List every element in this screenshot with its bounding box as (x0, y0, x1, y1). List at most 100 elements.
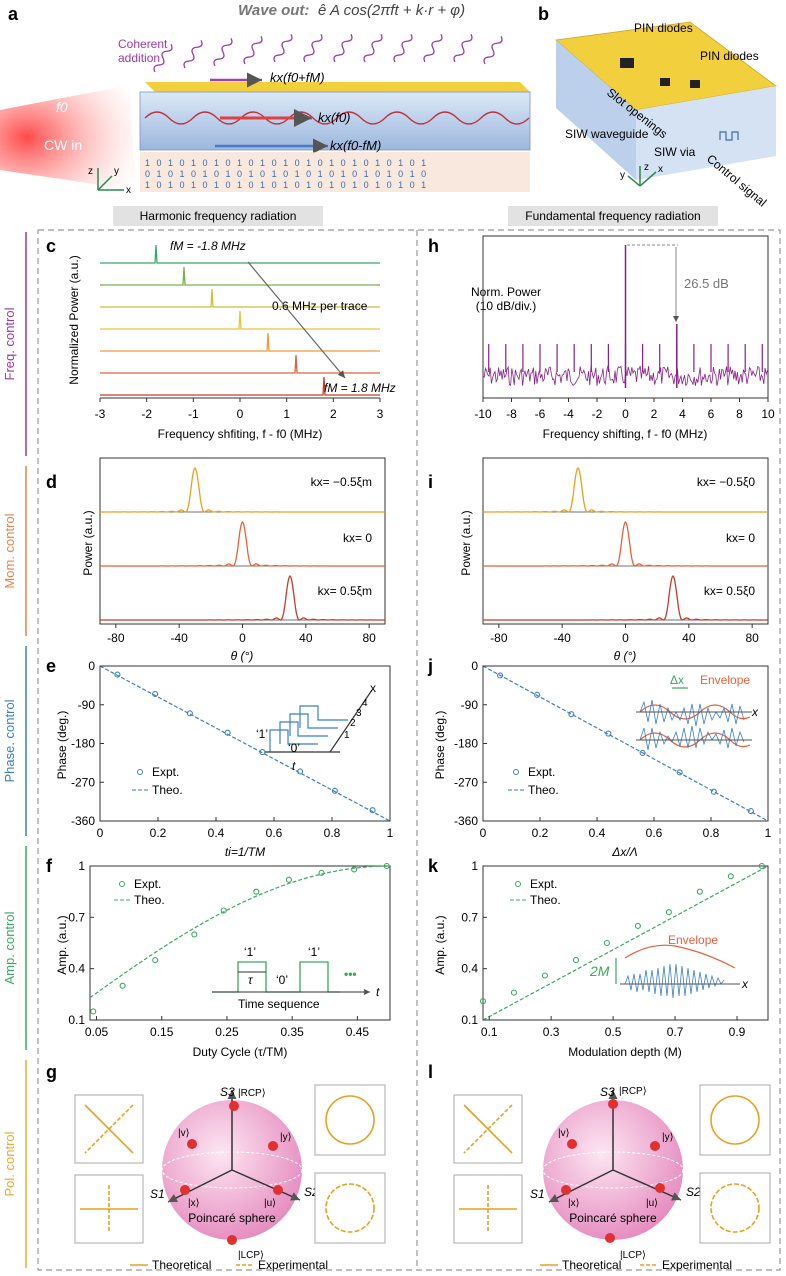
i-tick-label: 0 (622, 631, 629, 645)
h-tick-label: 0 (622, 407, 629, 421)
l-legend-theo: Theoretical (562, 1258, 621, 1272)
e-point (114, 671, 121, 678)
h-xlabel: Frequency shifting, f - f0 (MHz) (543, 427, 708, 441)
j-point (710, 788, 717, 795)
kx-down-label: kx(f0-fM) (330, 138, 381, 153)
c-trace (100, 354, 380, 374)
e-point (297, 768, 304, 775)
g-u: |u⟩ (264, 1198, 276, 1209)
j-xtick-label: 0.2 (532, 826, 549, 840)
e-xtick-label: 0.4 (208, 826, 225, 840)
d-pattern (100, 466, 385, 513)
i-tick-label: -80 (490, 631, 508, 645)
wave-out-prefix: Wave out: (238, 2, 309, 19)
pin-diode-1 (620, 58, 634, 68)
i-pattern (483, 466, 768, 513)
j-ytick-label: 0 (471, 659, 478, 673)
e-xlabel: ti=1/TM (225, 845, 265, 859)
k-ytick-label: 0.1 (461, 1013, 478, 1027)
f-xtick-label: 0.35 (280, 1025, 304, 1039)
panel-letter-g: g (46, 1062, 57, 1082)
f-inset-tau: τ (248, 973, 254, 987)
d-ylabel: Power (a.u.) (81, 510, 95, 575)
k-xtick-label: 0.5 (605, 1025, 622, 1039)
j-theory-curve (482, 665, 769, 822)
c-trace (100, 266, 380, 286)
axis-x-a: x (126, 185, 131, 196)
coherent-label-1: Coherent (118, 37, 168, 51)
panel-letter-j: j (427, 656, 433, 676)
h-tick-label: 6 (708, 407, 715, 421)
k-xlabel: Modulation depth (M) (568, 1045, 681, 1059)
k-point (634, 922, 641, 929)
i-tick-label: 80 (745, 631, 759, 645)
f-point (383, 862, 390, 870)
panel-letter-e: e (46, 656, 56, 676)
outer-frame (37, 229, 781, 1271)
siw-side (636, 86, 776, 180)
j-legend-marker (513, 769, 519, 775)
d-label-3: kx= 0.5ξm (318, 584, 372, 598)
e-ytick-label: 0 (88, 659, 95, 673)
binary-row-2: 0 1 0 1 0 1 0 1 0 1 0 1 0 1 0 1 0 1 0 1 … (145, 169, 428, 179)
kx-mid-label: kx(f0) (318, 110, 351, 125)
axis-y-b: y (620, 170, 625, 181)
k-legend-expt: Expt. (530, 877, 557, 891)
c-fm-bot: fM = 1.8 MHz (324, 381, 396, 395)
j-ytick-label: -360 (454, 814, 478, 828)
k-xtick-label: 0.9 (729, 1025, 746, 1039)
panel-c: c Normalized Power (a.u.) -3 -2 -1 0 1 2 3 Fre… (46, 236, 396, 441)
h-tick-label: -8 (506, 407, 517, 421)
l-x: |x⟩ (568, 1198, 580, 1209)
h-tick-label: -6 (535, 407, 546, 421)
j-ytick-label: -270 (454, 775, 478, 789)
e-legend-expt: Expt. (152, 765, 179, 779)
g-legend-expt: Experimental (258, 1258, 328, 1272)
j-inset (636, 687, 752, 751)
modulation-coils: 1 0 1 0 1 0 1 0 1 0 1 0 1 0 1 0 1 0 1 0 … (140, 152, 530, 192)
e-inset-n2: 2 (350, 718, 356, 729)
j-point (676, 769, 683, 776)
f-xtick-label: 0.05 (85, 1025, 109, 1039)
c-ylabel: Normalized Power (a.u.) (67, 255, 81, 384)
l-legend-expt: Experimental (662, 1258, 732, 1272)
k-point (572, 957, 579, 964)
c-traces (100, 244, 380, 396)
cw-in-label: CW in (44, 137, 82, 153)
f-ytick-label: 0.1 (68, 1013, 85, 1027)
h-tick-label: 10 (761, 407, 775, 421)
e-inset (265, 689, 373, 753)
l-x-point (561, 1185, 571, 1195)
l-sphere-label: Poincaré sphere (569, 1211, 657, 1225)
j-envelope-label: Envelope (700, 673, 750, 687)
f-plot: 1 0.7 0.4 0.10.05 0.15 0.25 0.35 0.45 (68, 859, 390, 1039)
panel-d: d Power (a.u.) -80 -40 0 40 80 kx= −0.5ξm kx… (46, 457, 386, 663)
j-xtick-label: 0.4 (589, 826, 606, 840)
d-tick-label: -40 (170, 631, 188, 645)
kx-up-label: kx(f0+fM) (270, 70, 325, 85)
i-ylabel: Power (a.u.) (459, 510, 473, 575)
e-ytick-label: -270 (71, 775, 95, 789)
f-ytick-label: 0.4 (68, 962, 85, 976)
g-lcp: |LCP⟩ (238, 1250, 264, 1261)
f-point (318, 869, 325, 876)
d-ticks: -80 -40 0 40 80 (107, 624, 376, 645)
e-legend-marker (137, 769, 143, 775)
h-tick-label: 2 (651, 407, 658, 421)
e-inset-t: t (292, 759, 296, 773)
header-left: Harmonic frequency radiation (140, 209, 297, 223)
l-box-v-curve (463, 1104, 513, 1154)
j-legend-theo: Theo. (528, 783, 559, 797)
axes-a (97, 168, 124, 191)
d-label-2: kx= 0 (343, 531, 372, 545)
cw-beam (0, 85, 135, 190)
guided-wave (144, 111, 530, 125)
h-tick-label: 4 (679, 407, 686, 421)
j-point (747, 808, 754, 815)
g-box-v-curve (84, 1104, 134, 1154)
j-dx-label: Δx (670, 673, 684, 687)
f-legend-marker (119, 881, 125, 887)
g-y: |y⟩ (280, 1132, 292, 1143)
header-right-box (508, 206, 718, 226)
j-xtick-label: 1 (765, 826, 772, 840)
